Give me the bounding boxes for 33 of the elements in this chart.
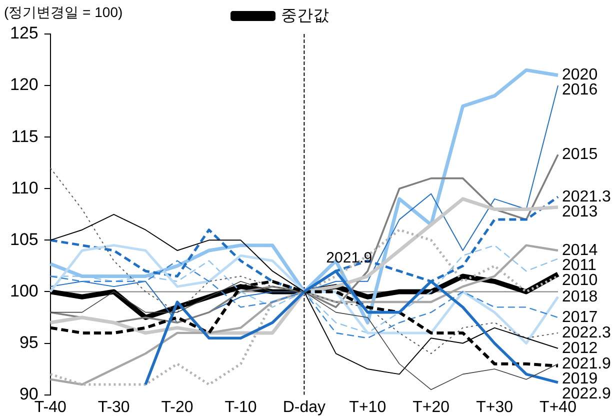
line-series xyxy=(50,168,558,354)
series-label: 2016 xyxy=(562,82,598,99)
series-label: 2022.3 xyxy=(562,324,612,342)
y-axis-title: (정기변경일 = 100) xyxy=(4,4,123,20)
annotation: 2021.9 xyxy=(326,250,372,267)
x-tick-label: T+20 xyxy=(412,398,450,416)
x-tick-label: T-20 xyxy=(161,398,194,416)
y-tick-label: 100 xyxy=(10,281,38,300)
legend-label: 중간값 xyxy=(281,7,329,24)
x-tick-label: D-day xyxy=(282,398,326,416)
x-tick-label: T-30 xyxy=(98,398,130,416)
series-label: 2011 xyxy=(562,256,597,274)
y-tick-label: 95 xyxy=(19,332,38,352)
series-label: 2012 xyxy=(562,340,598,357)
x-tick-label: T-10 xyxy=(224,398,257,416)
y-tick-label: 110 xyxy=(11,178,38,198)
series-label: 2010 xyxy=(562,272,598,289)
series-label: 2019 xyxy=(562,370,598,388)
y-tick-label: 120 xyxy=(10,75,38,94)
series-label: 2015 xyxy=(562,146,598,164)
x-tick-label: T+40 xyxy=(540,398,577,416)
series-label: 2021.3 xyxy=(562,188,612,206)
x-tick-label: T+10 xyxy=(349,398,386,416)
series-label: 2021.9 xyxy=(562,355,612,372)
y-tick-label: 115 xyxy=(11,126,38,146)
y-tick-label: 105 xyxy=(10,230,38,249)
series-label: 2018 xyxy=(562,288,598,306)
y-tick-label: 125 xyxy=(10,24,38,43)
series-label: 2020 xyxy=(562,66,598,84)
series-label: 2014 xyxy=(562,242,598,259)
series-label: 2017 xyxy=(562,308,598,326)
series-label: 2013 xyxy=(562,203,598,220)
x-tick-label: T+30 xyxy=(476,398,514,416)
